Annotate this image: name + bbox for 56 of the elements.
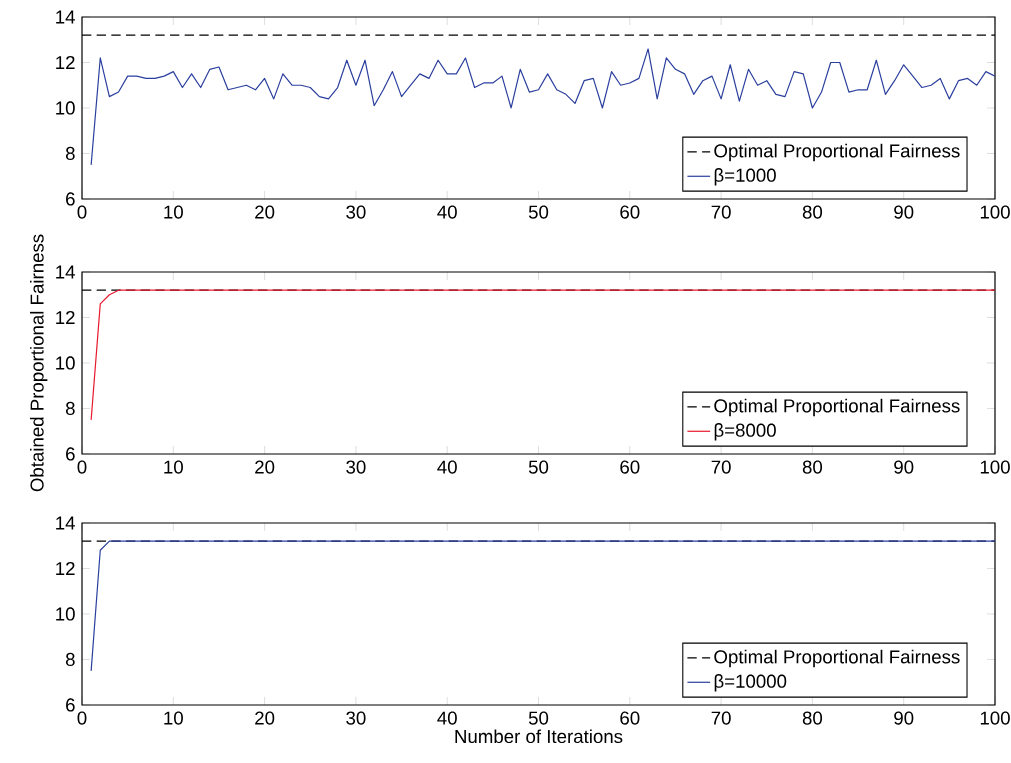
x-tick-label: 40 xyxy=(437,460,457,474)
x-tick-label: 30 xyxy=(346,460,366,474)
x-axis-title: Number of Iterations xyxy=(455,729,623,744)
x-tick-label: 100 xyxy=(980,205,1010,219)
y-tick-label: 8 xyxy=(65,652,75,667)
x-tick-label: 80 xyxy=(802,711,823,725)
x-tick-label: 10 xyxy=(164,460,183,474)
x-tick-label: 50 xyxy=(528,460,549,474)
x-tick-label: 0 xyxy=(77,711,87,725)
y-tick-label: 14 xyxy=(56,10,75,24)
legend-label: Optimal Proportional Fairness xyxy=(714,398,960,417)
x-tick-label: 30 xyxy=(346,711,366,725)
legend-label: β=1000 xyxy=(714,168,776,186)
legend-label: Optimal Proportional Fairness xyxy=(714,143,960,162)
x-tick-label: 0 xyxy=(77,205,87,219)
y-tick-label: 12 xyxy=(56,55,75,69)
y-tick-label: 10 xyxy=(56,607,75,621)
x-tick-label: 40 xyxy=(437,205,457,219)
x-tick-label: 60 xyxy=(620,711,640,725)
y-tick-label: 6 xyxy=(66,192,75,206)
x-tick-label: 100 xyxy=(980,460,1010,474)
x-tick-label: 60 xyxy=(620,460,640,474)
x-tick-label: 70 xyxy=(711,205,731,219)
x-tick-label: 50 xyxy=(528,205,549,219)
x-tick-label: 50 xyxy=(528,711,549,725)
x-tick-label: 70 xyxy=(711,460,731,474)
x-tick-label: 90 xyxy=(894,460,914,474)
y-tick-label: 10 xyxy=(56,356,75,370)
y-tick-label: 10 xyxy=(56,101,75,115)
y-tick-label: 8 xyxy=(65,146,75,161)
legend-label: β=8000 xyxy=(714,423,776,441)
x-tick-label: 10 xyxy=(164,711,183,725)
x-tick-label: 90 xyxy=(894,205,914,219)
x-tick-label: 30 xyxy=(346,205,366,219)
x-tick-label: 100 xyxy=(980,711,1010,725)
legend-label: β=10000 xyxy=(714,674,787,692)
y-tick-label: 14 xyxy=(56,265,75,279)
x-tick-label: 80 xyxy=(802,205,823,219)
x-tick-label: 0 xyxy=(77,460,87,474)
y-axis-title: Obtained Proportional Fairness xyxy=(29,234,48,492)
x-tick-label: 90 xyxy=(894,711,914,725)
y-tick-label: 8 xyxy=(65,401,75,416)
y-tick-label: 12 xyxy=(56,561,75,575)
x-tick-label: 20 xyxy=(255,205,275,219)
y-tick-label: 12 xyxy=(56,310,75,324)
x-tick-label: 80 xyxy=(802,460,823,474)
x-tick-label: 20 xyxy=(255,711,275,725)
y-tick-label: 6 xyxy=(66,698,75,712)
x-tick-label: 70 xyxy=(711,711,731,725)
legend-label: Optimal Proportional Fairness xyxy=(714,649,960,668)
y-tick-label: 6 xyxy=(66,447,75,461)
x-tick-label: 10 xyxy=(164,205,183,219)
x-tick-label: 20 xyxy=(255,460,275,474)
x-tick-label: 60 xyxy=(620,205,640,219)
x-tick-label: 40 xyxy=(437,711,457,725)
y-tick-label: 14 xyxy=(56,516,75,530)
